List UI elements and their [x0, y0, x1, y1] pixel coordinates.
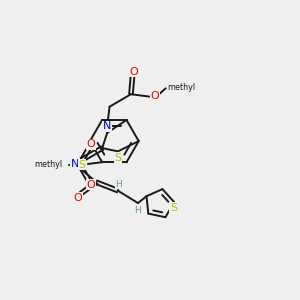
- Text: methyl: methyl: [167, 82, 195, 91]
- Text: N: N: [103, 121, 111, 131]
- Text: S: S: [78, 160, 85, 170]
- Text: H: H: [134, 206, 141, 215]
- Text: O: O: [86, 180, 95, 190]
- Text: O: O: [86, 140, 95, 149]
- Text: S: S: [170, 203, 177, 213]
- Text: O: O: [150, 91, 159, 101]
- Text: methyl: methyl: [34, 160, 62, 169]
- Text: O: O: [130, 67, 138, 76]
- Text: S: S: [114, 153, 122, 163]
- Text: O: O: [74, 193, 82, 203]
- Text: H: H: [116, 179, 122, 188]
- Text: N: N: [71, 159, 79, 169]
